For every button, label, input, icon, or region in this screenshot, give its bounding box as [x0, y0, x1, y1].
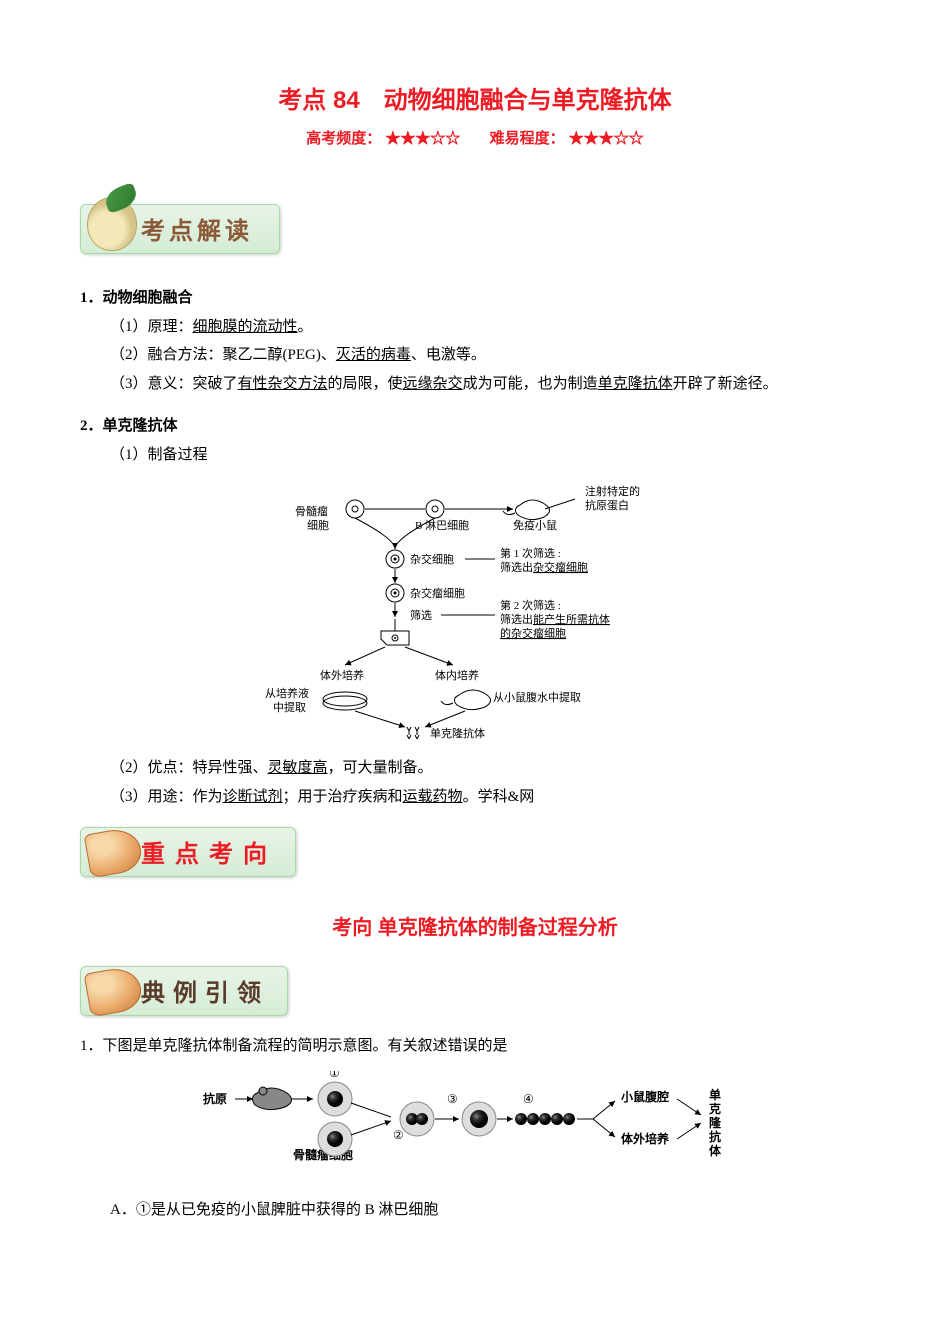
sec1-p3-u3: 单克隆抗体: [598, 376, 673, 392]
sec1-p2-b: 、电激等。: [411, 347, 486, 363]
banner-jiedu: 考点解读: [80, 204, 280, 254]
d2-n3: ③: [447, 1092, 458, 1106]
d1-s2a: 第 2 次筛选 :: [500, 598, 561, 612]
d2-n1: ①: [329, 1071, 340, 1080]
sec2-adv: （2）优点：特异性强、灵敏度高，可大量制备。: [110, 754, 870, 783]
diagram-q1: 抗原 ① 骨髓瘤细胞 ② ③ ④ 小鼠腹腔 体外培养 单 克 隆 抗 体: [80, 1071, 870, 1186]
freq-stars: ★★★☆☆: [385, 130, 460, 147]
sec1-head: 1．动物细胞融合: [80, 284, 870, 313]
sec1-p3-a: （3）意义：突破了: [110, 376, 238, 392]
sec1-p2-a: （2）融合方法：聚乙二醇(PEG)、: [110, 347, 336, 363]
d1-mab: 单克隆抗体: [430, 726, 485, 739]
diff-label: 难易程度：: [490, 130, 565, 147]
sec1-p3-d: 开辟了新途径。: [673, 376, 778, 392]
sec2-use-a: （3）用途：作为: [110, 789, 223, 805]
q1-optA: A．①是从已免疫的小鼠脾脏中获得的 B 淋巴细胞: [110, 1196, 870, 1225]
sec2-use-b: ；用于治疗疾病和: [283, 789, 403, 805]
banner-jiedu-label: 考点解读: [141, 219, 253, 245]
d2-antigen: 抗原: [203, 1091, 227, 1106]
d1-hybridoma: 杂交瘤细胞: [410, 586, 465, 600]
freq-label: 高考频度：: [306, 130, 381, 147]
sec1-p3-c: 成为可能，也为制造: [463, 376, 598, 392]
d2-out4: 抗: [709, 1129, 721, 1144]
d1-s2b: 筛选出能产生所需抗体: [500, 612, 610, 626]
d2-r1: 小鼠腹腔: [621, 1089, 669, 1104]
sec1-p3-u2: 远缘杂交: [403, 376, 463, 392]
d2-out2: 克: [709, 1101, 721, 1116]
q1-stem: 1．下图是单克隆抗体制备流程的简明示意图。有关叙述错误的是: [80, 1032, 870, 1061]
sec1-p3: （3）意义：突破了有性杂交方法的局限，使远缘杂交成为可能，也为制造单克隆抗体开辟…: [110, 370, 870, 399]
banner-dianli-label: 典例引领: [141, 981, 269, 1007]
d1-hybrid: 杂交细胞: [410, 552, 454, 566]
sec2-head: 2．单克隆抗体: [80, 412, 870, 441]
page-title: 考点 84 动物细胞融合与单克隆抗体: [80, 80, 870, 115]
d2-out5: 体: [709, 1143, 722, 1158]
d2-n4: ④: [523, 1092, 534, 1106]
d1-myeloma2: 细胞: [307, 519, 329, 532]
d1-e2: 从小鼠腹水中提取: [493, 690, 581, 704]
rating-row: 高考频度： ★★★☆☆ 难易程度： ★★★☆☆: [80, 127, 870, 148]
d2-out3: 隆: [709, 1115, 722, 1130]
d1-s1b: 筛选出杂交瘤细胞: [500, 560, 588, 574]
sec1-p1-u: 细胞膜的流动性: [193, 319, 298, 335]
d1-invitro: 体外培养: [320, 668, 364, 682]
d1-s1a: 第 1 次筛选 :: [500, 546, 561, 560]
sec1-p3-b: 的局限，使: [328, 376, 403, 392]
sec2-adv-u: 灵敏度高: [268, 760, 328, 776]
diagram-preparation: 注射特定的 抗原蛋白 免疫小鼠 B 淋巴细胞 骨髓瘤 细胞 杂交细胞 第 1 次…: [80, 479, 870, 744]
d2-out1: 单: [709, 1087, 721, 1102]
sec1-p1-b: 。: [298, 319, 313, 335]
sec1-p1: （1）原理：细胞膜的流动性。: [110, 313, 870, 342]
diff-stars: ★★★☆☆: [569, 130, 644, 147]
kaoxiang-heading: 考向 单克隆抗体的制备过程分析: [80, 911, 870, 940]
sec2-use-u2: 运载药物: [403, 789, 463, 805]
sec1-p3-u1: 有性杂交方法: [238, 376, 328, 392]
d1-e1b: 中提取: [273, 701, 306, 714]
sec2-p1: （1）制备过程: [110, 441, 870, 470]
sec2-use: （3）用途：作为诊断试剂；用于治疗疾病和运载药物。学科&网: [110, 783, 870, 812]
d1-e1a: 从培养液: [265, 686, 309, 700]
sec2-adv-b: ，可大量制备。: [328, 760, 433, 776]
d2-r2: 体外培养: [621, 1131, 669, 1146]
d1-invivo: 体内培养: [435, 668, 479, 682]
d2-n2: ②: [393, 1128, 404, 1142]
sec1-p1-a: （1）原理：: [110, 319, 193, 335]
d1-bcell: B 淋巴细胞: [415, 519, 469, 532]
d1-myeloma1: 骨髓瘤: [295, 504, 328, 518]
sec2-use-u1: 诊断试剂: [223, 789, 283, 805]
sec1-p2-u: 灭活的病毒: [336, 347, 411, 363]
d1-s2c: 的杂交瘤细胞: [500, 626, 566, 640]
sec2-adv-a: （2）优点：特异性强、: [110, 760, 268, 776]
d1-screen2l: 筛选: [410, 608, 432, 622]
banner-kaoxiang: 重点考向: [80, 827, 296, 877]
d1-inject2: 抗原蛋白: [585, 498, 629, 512]
sec1-p2: （2）融合方法：聚乙二醇(PEG)、灭活的病毒、电激等。: [110, 341, 870, 370]
banner-kaoxiang-label: 重点考向: [141, 841, 277, 868]
banner-dianli: 典例引领: [80, 966, 288, 1016]
d1-mouse: 免疫小鼠: [513, 518, 557, 532]
d1-inject1: 注射特定的: [585, 484, 640, 498]
sec2-use-c: 。学科&网: [463, 789, 535, 805]
